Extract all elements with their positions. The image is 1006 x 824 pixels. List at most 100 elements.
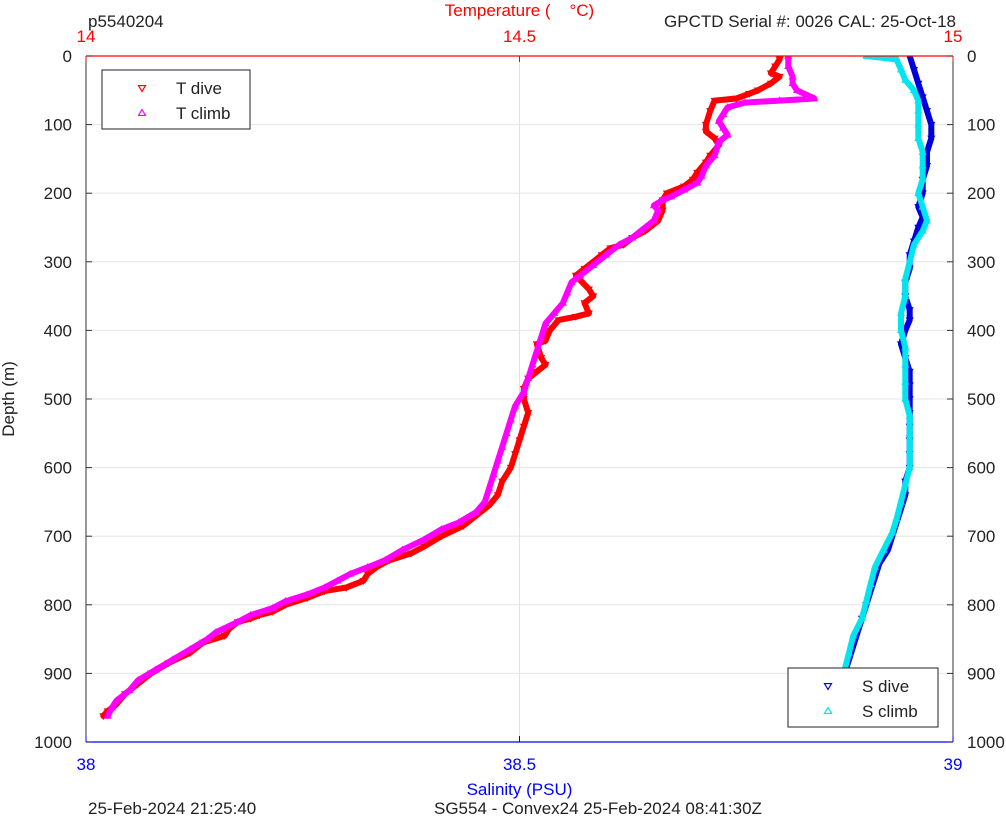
data-point: [719, 123, 728, 131]
data-point: [892, 514, 901, 522]
data-point: [363, 562, 372, 570]
data-point: [753, 87, 762, 95]
data-point: [922, 216, 932, 224]
data-point: [701, 128, 710, 136]
data-point: [103, 711, 112, 719]
data-point: [502, 429, 511, 437]
legend-marker: [823, 706, 833, 715]
series-trace: [104, 56, 818, 719]
y-tick-label-right: 700: [967, 527, 995, 546]
sal-tick-label: 39: [944, 755, 963, 774]
data-point: [268, 604, 277, 611]
data-point: [788, 79, 797, 87]
data-point: [519, 423, 528, 431]
salinity-axis-label: Salinity (PSU): [467, 780, 573, 799]
data-point: [896, 309, 906, 316]
y-tick-label-right: 400: [967, 321, 995, 340]
data-point: [580, 300, 589, 308]
data-point: [584, 286, 593, 294]
data-point: [927, 135, 936, 143]
legend-label: T climb: [176, 104, 230, 123]
data-point: [693, 178, 702, 186]
data-point: [914, 189, 923, 196]
series-t-climb: [103, 56, 819, 719]
data-point: [528, 360, 537, 368]
y-tick-label-right: 300: [967, 253, 995, 272]
y-tick-label-left: 700: [44, 527, 72, 546]
data-point: [892, 56, 901, 63]
y-tick-label-left: 0: [63, 47, 72, 66]
data-point: [511, 401, 520, 409]
data-point: [914, 96, 923, 104]
data-point: [558, 298, 567, 306]
data-point: [714, 137, 723, 145]
axis-labels: Temperature ( °C) Salinity (PSU) Depth (m): [0, 1, 594, 799]
y-tick-label-left: 300: [44, 253, 72, 272]
y-tick-label-right: 1000: [967, 733, 1005, 752]
axes: 0 0 100 100 200 200 300 300 400 400 500 500 600 600 70…: [34, 27, 1005, 774]
data-point: [901, 480, 910, 488]
data-point: [359, 578, 368, 585]
data-point: [714, 116, 723, 124]
data-point: [914, 120, 923, 128]
data-point: [615, 240, 624, 248]
data-point: [454, 518, 463, 526]
profile-id: p5540204: [88, 12, 164, 31]
data-point: [649, 216, 658, 224]
data-point: [506, 464, 515, 472]
y-tick-label-left: 500: [44, 390, 72, 409]
data-point: [866, 580, 875, 587]
mission-info: SG554 - Convex24 25-Feb-2024 08:41:30Z: [434, 799, 762, 818]
data-point: [896, 326, 906, 334]
y-tick-label-right: 900: [967, 664, 995, 683]
data-point: [515, 437, 524, 445]
data-point: [498, 442, 507, 450]
data-point: [203, 634, 212, 642]
data-point: [485, 502, 494, 510]
data-point: [381, 556, 390, 563]
data-point: [792, 86, 802, 94]
data-point: [905, 429, 914, 437]
data-point: [766, 70, 776, 78]
y-tick-label-right: 100: [967, 116, 995, 135]
data-point: [901, 394, 910, 402]
data-point: [524, 374, 533, 382]
data-point: [493, 456, 502, 464]
data-point: [901, 377, 910, 385]
data-point: [918, 94, 927, 102]
data-point: [554, 317, 563, 325]
data-point: [719, 110, 728, 118]
data-point: [710, 97, 719, 105]
y-tick-label-left: 400: [44, 321, 72, 340]
legend-box: [101, 69, 251, 130]
data-point: [459, 523, 468, 531]
data-point: [571, 313, 580, 321]
data-point: [732, 95, 741, 103]
series-layer: [99, 56, 936, 721]
data-point: [901, 75, 910, 83]
data-point: [710, 151, 719, 159]
data-point: [901, 343, 910, 351]
data-point: [246, 610, 255, 618]
data-point: [541, 319, 550, 327]
data-point: [680, 185, 689, 193]
data-point: [658, 195, 667, 203]
data-point: [888, 528, 897, 536]
data-point: [407, 550, 416, 558]
legend-label: S dive: [862, 677, 909, 696]
data-point: [775, 73, 784, 81]
data-point: [567, 278, 576, 286]
data-point: [784, 56, 793, 59]
data-point: [233, 617, 242, 625]
legend-top-left: T dive T climb: [101, 69, 251, 130]
data-point: [918, 161, 927, 169]
data-point: [168, 655, 177, 663]
legend-marker: [823, 682, 833, 691]
data-point: [810, 94, 819, 102]
data-point: [723, 103, 732, 111]
data-point: [905, 307, 914, 315]
data-point: [420, 543, 429, 551]
data-point: [550, 309, 559, 316]
